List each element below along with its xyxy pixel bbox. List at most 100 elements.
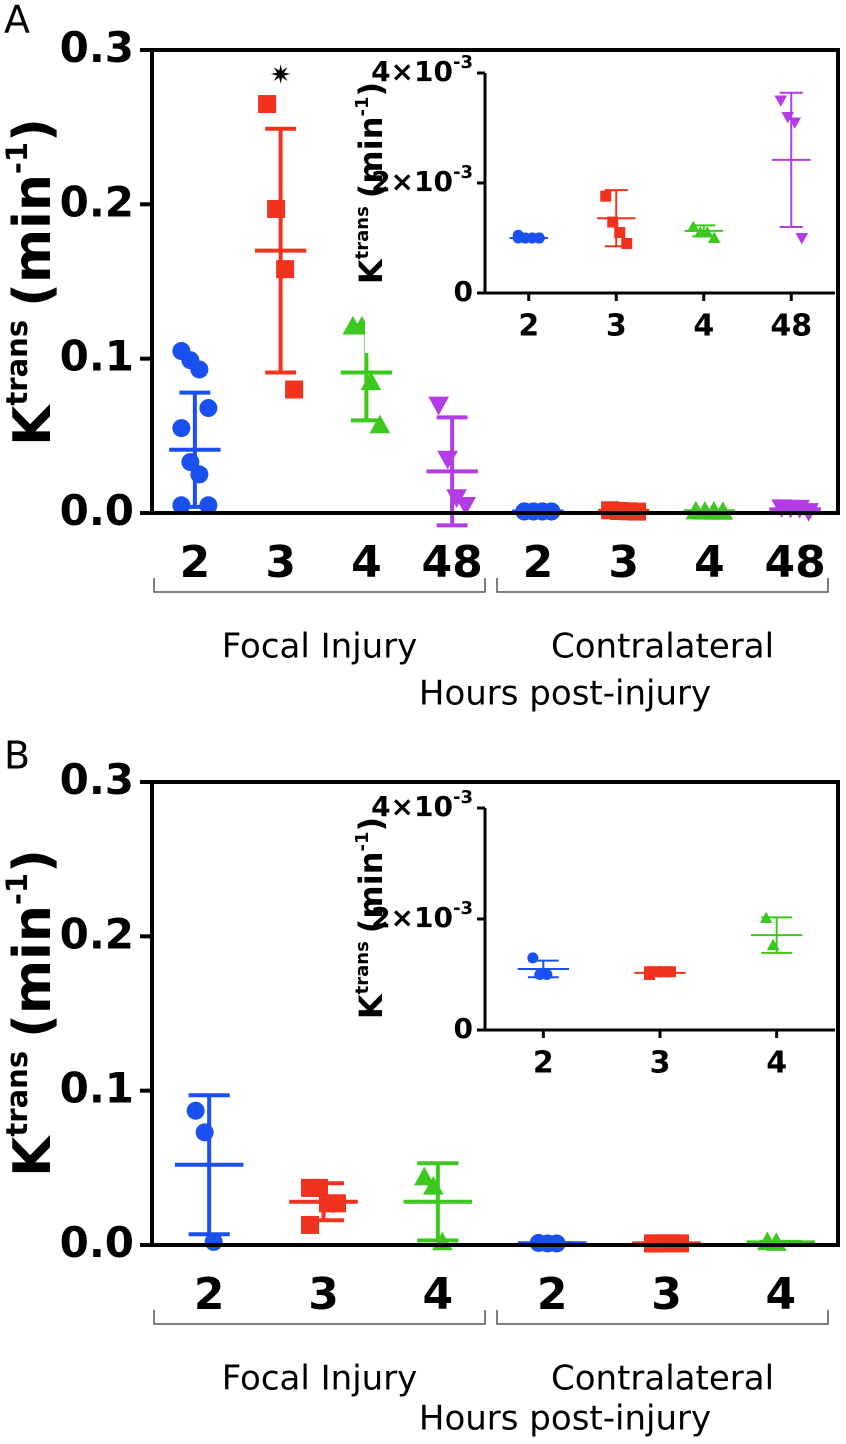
- y-tick-label-text: 0.3: [60, 23, 134, 72]
- y-label-part: (min: [3, 174, 63, 307]
- y-tick-label: 0.1: [60, 1063, 134, 1112]
- data-point: [614, 227, 626, 238]
- y-label-part: trans: [0, 1051, 34, 1137]
- x-tick-label: 3: [265, 537, 296, 588]
- data-point: [527, 952, 539, 964]
- y-tick-label-text: 4×10: [371, 55, 453, 88]
- section-label: Contralateral: [551, 1359, 774, 1399]
- data-point: [258, 95, 277, 114]
- data-point: [190, 360, 209, 379]
- data-point: [328, 1194, 346, 1213]
- y-tick-label-text: 4×10: [371, 790, 453, 823]
- x-axis-label: Hours post-injury: [419, 1399, 711, 1439]
- inset-x-tick-label: 2: [533, 1046, 554, 1081]
- data-point: [301, 1215, 319, 1234]
- panel-label: A: [4, 0, 30, 42]
- x-tick-label: 2: [537, 1269, 568, 1320]
- inset-y-axis-label: Ktrans (min-1): [352, 82, 391, 284]
- x-tick-label: 3: [308, 1269, 339, 1320]
- data-point: [369, 414, 391, 434]
- x-tick-label: 3: [651, 1269, 682, 1320]
- inset-background: [365, 793, 835, 1090]
- data-point: [199, 496, 218, 515]
- y-label-part: (min: [3, 905, 63, 1038]
- y-tick-label: 0.0: [60, 486, 134, 535]
- x-tick-label: 4: [766, 1269, 797, 1320]
- data-point: [195, 1123, 214, 1142]
- x-tick-label: 4: [423, 1269, 454, 1320]
- x-tick-label: 3: [608, 537, 639, 588]
- section-label: Focal Injury: [222, 1359, 418, 1399]
- data-point: [651, 966, 662, 978]
- inset-x-tick-label: 3: [606, 309, 627, 344]
- data-point: [644, 969, 655, 980]
- inset-background: [365, 58, 835, 353]
- y-tick-label-text: 0.0: [60, 1218, 134, 1267]
- data-point: [707, 231, 721, 244]
- y-axis-label: Ktrans (min-1): [0, 849, 63, 1177]
- y-tick-label-text: 0.1: [60, 331, 134, 380]
- y-label-part: -1: [0, 142, 34, 174]
- y-axis-label: Ktrans (min-1): [0, 118, 63, 446]
- y-label-part: trans: [352, 941, 373, 994]
- x-tick-label: 2: [194, 1269, 225, 1320]
- data-point: [181, 453, 200, 472]
- data-point: [190, 465, 209, 484]
- data-point: [172, 419, 191, 438]
- section-bracket: [496, 578, 829, 593]
- data-point: [795, 232, 809, 245]
- data-point: [759, 911, 773, 923]
- y-tick-label: 0: [454, 275, 473, 308]
- y-label-part: -1: [352, 96, 373, 116]
- data-point: [607, 216, 619, 228]
- y-label-part: (min: [352, 851, 390, 933]
- inset-y-axis-label: Ktrans (min-1): [352, 817, 391, 1019]
- y-tick-label-sup: -3: [453, 898, 473, 919]
- data-point: [455, 497, 476, 516]
- plot-frame: [150, 780, 840, 1247]
- y-tick-label-text: 2×10: [371, 901, 453, 934]
- y-tick-label: 2×10-3: [371, 162, 473, 199]
- y-tick-label-sup: -3: [453, 787, 473, 808]
- y-tick-label: 0: [454, 1012, 473, 1045]
- y-tick-label-text: 0.0: [60, 486, 134, 535]
- x-tick-label: 2: [523, 537, 554, 588]
- y-label-part: K: [3, 1135, 63, 1177]
- data-point: [267, 199, 286, 218]
- section-label: Focal Injury: [222, 627, 418, 667]
- data-point: [658, 966, 669, 978]
- x-tick-label: 48: [422, 537, 483, 588]
- x-tick-label: 4: [694, 537, 725, 588]
- inset-x-tick-label: 4: [766, 1046, 787, 1081]
- data-point: [766, 938, 780, 951]
- data-point: [360, 371, 382, 391]
- data-point: [774, 95, 788, 107]
- data-point: [285, 380, 304, 399]
- y-tick-label: 2×10-3: [371, 898, 473, 935]
- y-label-part: (min: [352, 116, 390, 198]
- y-label-part: ): [352, 82, 390, 97]
- x-tick-label: 48: [765, 537, 826, 588]
- x-axis-label: Hours post-injury: [419, 674, 711, 714]
- inset-axes: [483, 808, 835, 1032]
- y-tick-label-sup: -3: [453, 52, 473, 73]
- data-point: [422, 1176, 444, 1195]
- x-tick-label: 4: [351, 537, 382, 588]
- data-point: [204, 1232, 223, 1251]
- plot-frame: [150, 48, 840, 515]
- inset-x-tick-label: 3: [650, 1046, 671, 1081]
- data-point: [600, 190, 612, 202]
- y-label-part: K: [352, 258, 390, 284]
- y-tick-label-text: 0.2: [60, 177, 134, 226]
- y-tick-label: 4×10-3: [371, 787, 473, 824]
- panel-label: B: [4, 734, 30, 778]
- y-label-part: ): [3, 118, 63, 142]
- y-label-part: trans: [0, 320, 34, 406]
- y-label-part: K: [3, 404, 63, 446]
- section-bracket: [496, 1310, 829, 1325]
- y-tick-label: 4×10-3: [371, 52, 473, 89]
- y-label-part: -1: [0, 873, 34, 905]
- data-point: [700, 226, 714, 238]
- inset-x-tick-label: 2: [518, 309, 539, 344]
